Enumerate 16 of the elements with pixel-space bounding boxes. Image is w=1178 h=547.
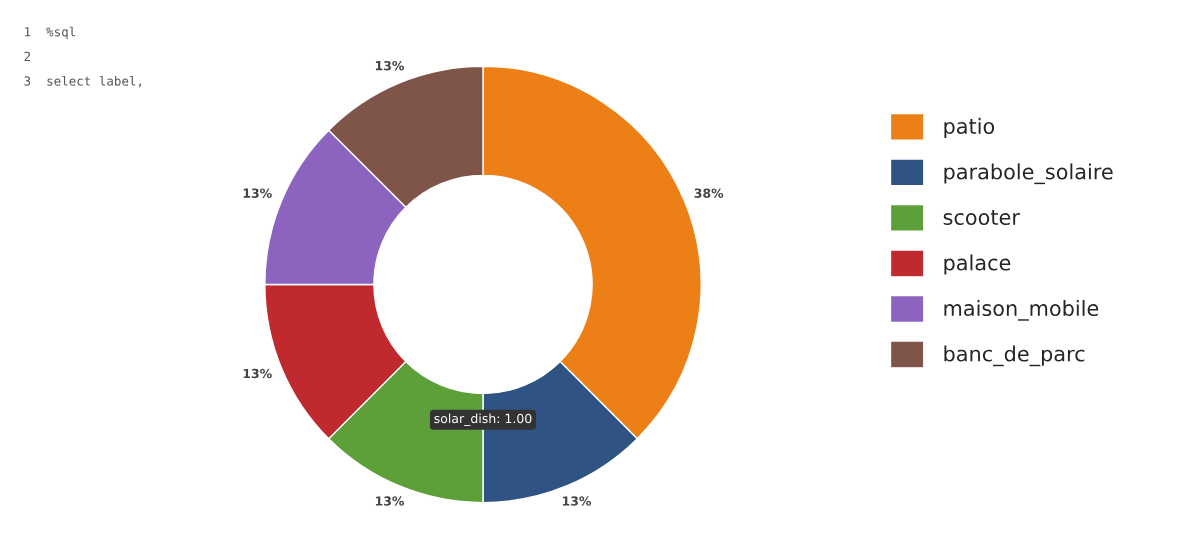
legend-label: scooter <box>943 210 1020 226</box>
text: solar_dish: 1.00 <box>434 413 532 426</box>
text: 2 <box>24 51 31 61</box>
text: 3 select label, <box>24 75 142 88</box>
text: 1 %sql <box>25 26 76 39</box>
data-label: 13% <box>243 188 272 198</box>
legend-label: banc_de_parc <box>944 345 1085 367</box>
legend-label: parabole_solaire <box>944 163 1113 185</box>
legend-label: maison_mobile <box>944 299 1099 321</box>
legend-label: palace <box>944 254 1011 275</box>
data-label: 13% <box>375 60 405 71</box>
data-label: 38% <box>694 188 724 198</box>
legend-label: patio <box>944 117 995 139</box>
data-label: 13% <box>243 368 272 379</box>
data-label: 13% <box>375 496 405 506</box>
data-label: 13% <box>562 496 592 506</box>
